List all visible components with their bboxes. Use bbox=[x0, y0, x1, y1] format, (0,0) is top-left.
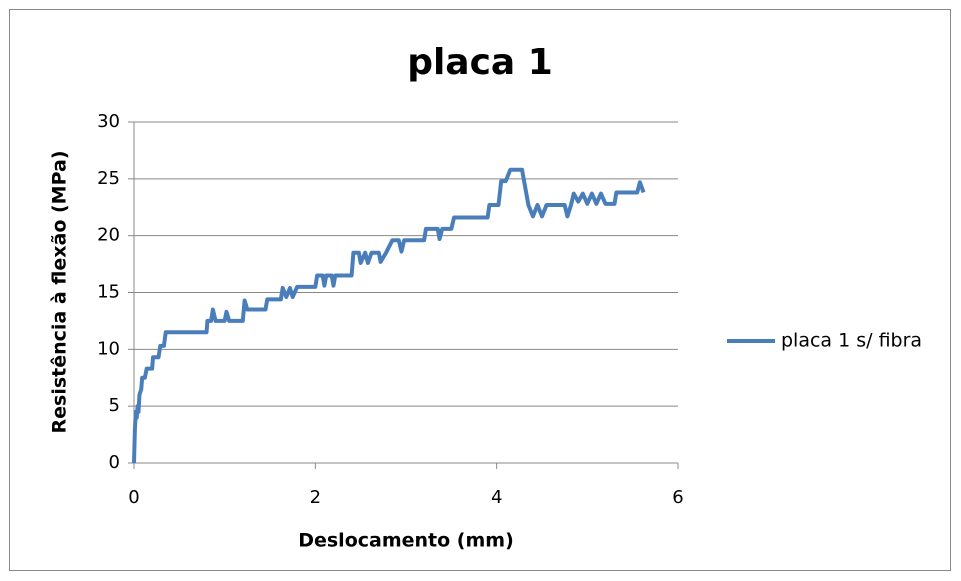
data-line bbox=[132, 167, 646, 464]
y-tick-label: 5 bbox=[109, 395, 120, 416]
x-axis-label: Deslocamento (mm) bbox=[298, 530, 514, 552]
chart-border bbox=[9, 9, 951, 571]
x-tick-label: 6 bbox=[672, 487, 683, 508]
y-tick-label: 30 bbox=[97, 111, 120, 132]
x-tick-label: 0 bbox=[128, 487, 139, 508]
chart-title: placa 1 bbox=[407, 42, 553, 83]
y-tick-label: 10 bbox=[97, 338, 120, 359]
x-tick-label: 2 bbox=[310, 487, 321, 508]
y-tick-label: 0 bbox=[109, 452, 120, 473]
legend-label: placa 1 s/ fibra bbox=[781, 330, 922, 352]
y-tick-label: 15 bbox=[97, 282, 120, 303]
x-tick-label: 4 bbox=[491, 487, 502, 508]
y-axis-label: Resistência à flexão (MPa) bbox=[49, 150, 71, 433]
y-tick-label: 25 bbox=[97, 168, 120, 189]
y-tick-label: 20 bbox=[97, 225, 120, 246]
